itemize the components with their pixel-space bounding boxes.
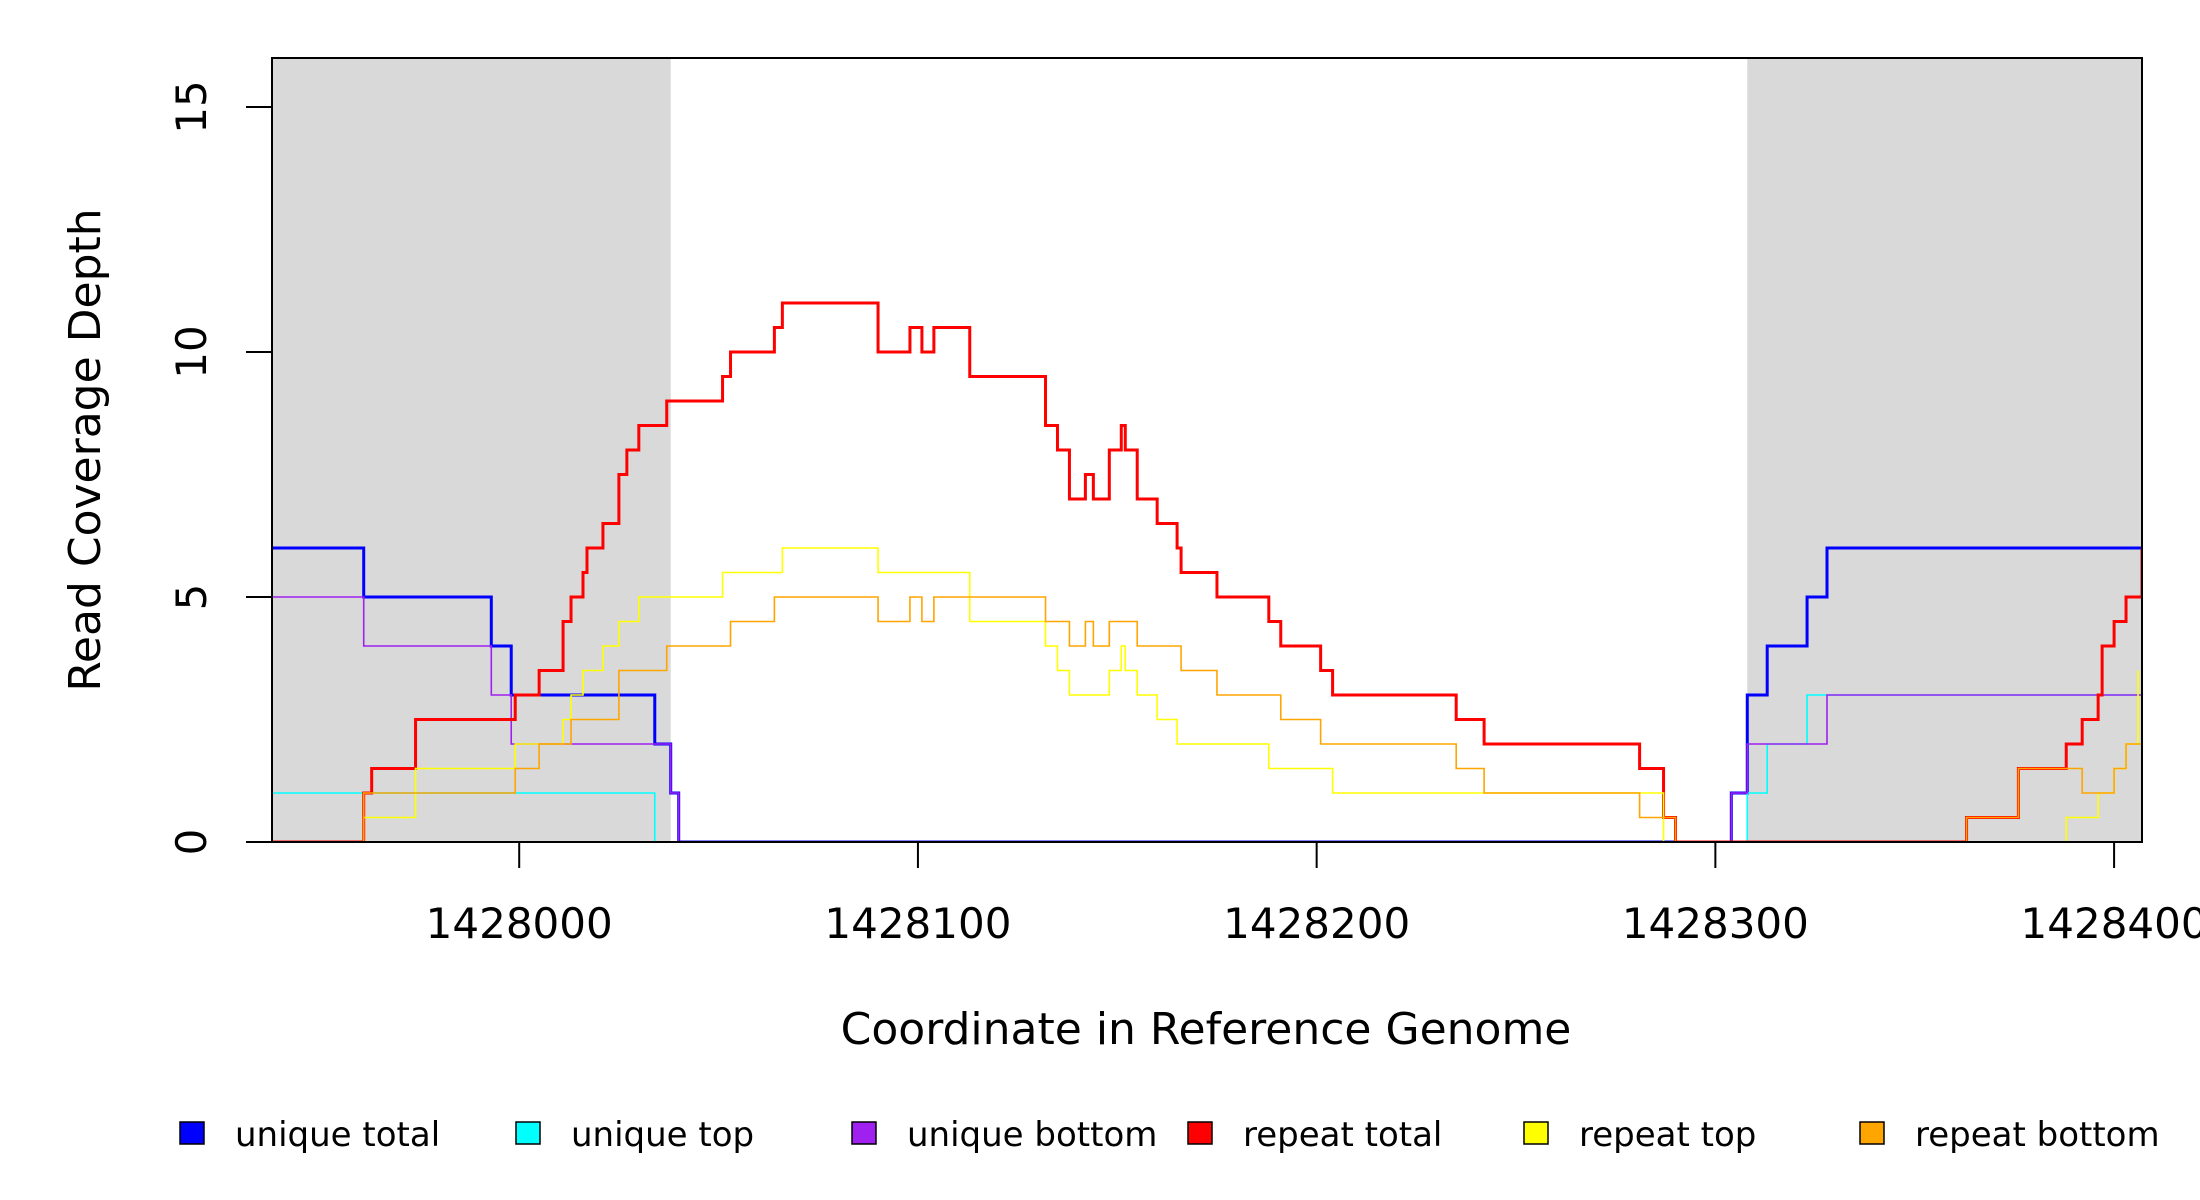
legend-label: unique top (571, 1115, 754, 1155)
series-line-repeat-bottom (272, 596, 2142, 842)
y-axis-title: Read Coverage Depth (60, 208, 111, 691)
plot-frame (271, 57, 2143, 843)
series-line-repeat-total (272, 301, 2142, 842)
y-tick-label: 10 (167, 325, 216, 378)
legend-swatch-unique-total (179, 1121, 205, 1145)
legend-swatch-repeat-total (1187, 1121, 1213, 1145)
series-line-unique-bottom (272, 596, 2142, 842)
legend-label: repeat top (1579, 1115, 1756, 1155)
x-axis-title: Coordinate in Reference Genome (841, 1004, 1572, 1055)
y-tick-label: 5 (167, 584, 216, 611)
legend-swatch-unique-top (515, 1121, 541, 1145)
shaded-regions (272, 58, 2142, 842)
legend-swatch-repeat-top (1523, 1121, 1549, 1145)
legend: unique total unique top unique bottom repea… (179, 1115, 2160, 1155)
x-axis: 1428000 1428100 1428200 1428300 1428400 (426, 842, 2200, 948)
x-tick-label: 1428200 (1223, 899, 1410, 948)
x-tick-label: 1428100 (824, 899, 1011, 948)
y-tick-label: 15 (167, 80, 216, 133)
series-line-unique-top (272, 694, 2142, 842)
y-axis: 0 5 10 15 (167, 80, 272, 855)
series-lines (272, 301, 2142, 842)
y-tick-label: 0 (167, 829, 216, 856)
legend-swatch-unique-bottom (851, 1121, 877, 1145)
x-tick-label: 1428400 (2021, 899, 2200, 948)
x-tick-label: 1428300 (1622, 899, 1809, 948)
legend-label: repeat bottom (1915, 1115, 2160, 1155)
series-line-repeat-top (272, 547, 2139, 842)
x-tick-label: 1428000 (426, 899, 613, 948)
legend-label: repeat total (1243, 1115, 1442, 1155)
legend-swatch-repeat-bottom (1859, 1121, 1885, 1145)
legend-label: unique bottom (907, 1115, 1157, 1155)
legend-label: unique total (235, 1115, 440, 1155)
shaded-region-2 (1747, 58, 2142, 842)
shaded-region-1 (272, 58, 671, 842)
